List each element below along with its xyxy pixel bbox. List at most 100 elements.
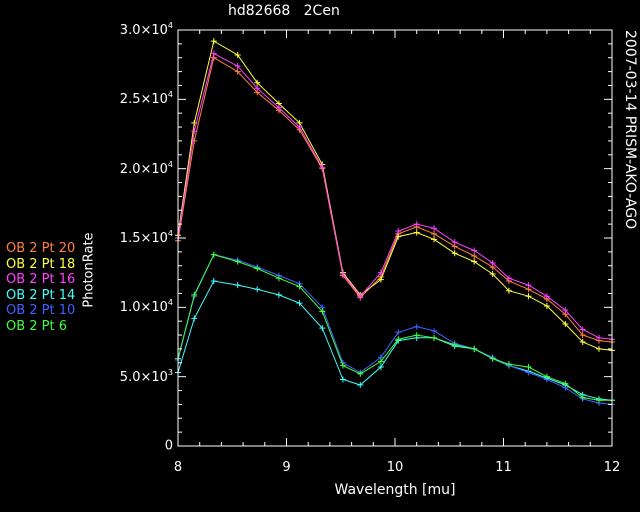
data-point — [339, 271, 346, 278]
run-label: 2007-03-14 PRISM-AKO-AGO — [622, 30, 638, 230]
data-point — [431, 230, 438, 237]
data-point — [543, 293, 550, 300]
data-point — [296, 124, 303, 131]
x-tick-label: 10 — [386, 460, 404, 475]
data-point — [471, 247, 478, 254]
series-line — [177, 40, 613, 351]
data-point — [413, 332, 420, 339]
data-point — [377, 358, 384, 365]
data-point — [505, 275, 512, 282]
data-point — [254, 79, 261, 86]
data-point — [543, 302, 550, 309]
legend-entry: OB 2 Pt 10 — [6, 303, 76, 319]
data-point — [357, 293, 364, 300]
data-point — [525, 369, 532, 376]
series-line — [177, 254, 612, 401]
data-point — [339, 376, 346, 383]
data-point — [579, 332, 586, 339]
data-point — [431, 334, 438, 341]
data-point — [191, 137, 198, 144]
data-point — [395, 329, 402, 336]
series-line — [177, 254, 613, 405]
data-point — [489, 271, 496, 278]
data-point — [505, 361, 512, 368]
data-point — [505, 287, 512, 294]
series-0 — [175, 54, 615, 345]
data-point — [395, 228, 402, 235]
series-3 — [175, 277, 615, 404]
data-point — [413, 323, 420, 330]
data-point — [562, 307, 569, 314]
data-point — [254, 286, 261, 293]
data-point — [543, 373, 550, 380]
x-tick-label: 12 — [603, 460, 621, 475]
series-1 — [175, 38, 615, 354]
data-point — [234, 258, 241, 265]
series-4 — [175, 251, 615, 408]
y-tick-label: 5.0×103 — [119, 367, 173, 385]
data-point — [210, 38, 217, 45]
y-tick-label: 2.5×104 — [119, 90, 173, 108]
legend-entry: OB 2 Pt 6 — [6, 318, 68, 334]
data-point — [451, 250, 458, 257]
data-point — [339, 362, 346, 369]
y-tick-label: 0 — [164, 438, 173, 454]
data-point — [413, 221, 420, 228]
data-point — [489, 355, 496, 362]
data-point — [275, 275, 282, 282]
data-point — [489, 259, 496, 266]
legend-entry: OB 2 Pt 20 — [6, 241, 76, 256]
data-point — [579, 339, 586, 345]
x-tick-label: 9 — [282, 460, 291, 475]
data-point — [431, 236, 438, 243]
data-point — [595, 397, 602, 404]
legend: OB 2 Pt 20 OB 2 Pt 18 OB 2 Pt 16 OB 2 Pt 14… — [6, 241, 75, 335]
data-point — [525, 282, 532, 289]
data-point — [471, 253, 478, 260]
x-tick-label: 8 — [173, 460, 183, 475]
data-point — [395, 336, 402, 343]
series-2 — [175, 50, 615, 343]
series-line — [177, 56, 613, 343]
data-point — [254, 85, 261, 92]
data-point — [234, 282, 241, 289]
legend-entry: OB 2 Pt 16 — [6, 272, 76, 288]
legend-entry: OB 2 Pt 14 — [6, 287, 76, 303]
data-point — [451, 239, 458, 246]
data-point — [319, 325, 326, 332]
data-point — [191, 315, 198, 322]
data-point — [413, 229, 420, 236]
series-line — [177, 52, 613, 340]
data-point — [210, 277, 217, 284]
data-point — [579, 326, 586, 333]
data-point — [525, 363, 532, 370]
data-point — [431, 327, 438, 334]
y-tick-label: 1.5×104 — [119, 228, 173, 247]
data-point — [595, 345, 602, 352]
data-point — [296, 300, 303, 307]
data-point — [357, 381, 364, 388]
data-point — [377, 363, 384, 370]
chart-title: hd82668 2Cen — [228, 3, 340, 19]
data-point — [234, 63, 241, 70]
data-point — [595, 334, 602, 341]
data-point — [357, 370, 364, 377]
data-point — [471, 345, 478, 352]
data-point — [191, 291, 198, 298]
data-point — [275, 291, 282, 298]
data-point — [296, 283, 303, 290]
data-point — [210, 50, 217, 57]
data-point — [319, 164, 326, 171]
data-point — [234, 51, 241, 58]
data-point — [319, 308, 326, 315]
data-point — [451, 341, 458, 348]
data-point — [562, 380, 569, 387]
data-point — [579, 394, 586, 401]
series-line — [177, 280, 613, 401]
data-point — [377, 276, 384, 283]
data-point — [191, 128, 198, 135]
data-point — [210, 251, 217, 258]
y-tick-label: 1.0×104 — [119, 298, 173, 316]
data-point — [471, 258, 478, 265]
x-tick-label: 11 — [495, 460, 512, 475]
